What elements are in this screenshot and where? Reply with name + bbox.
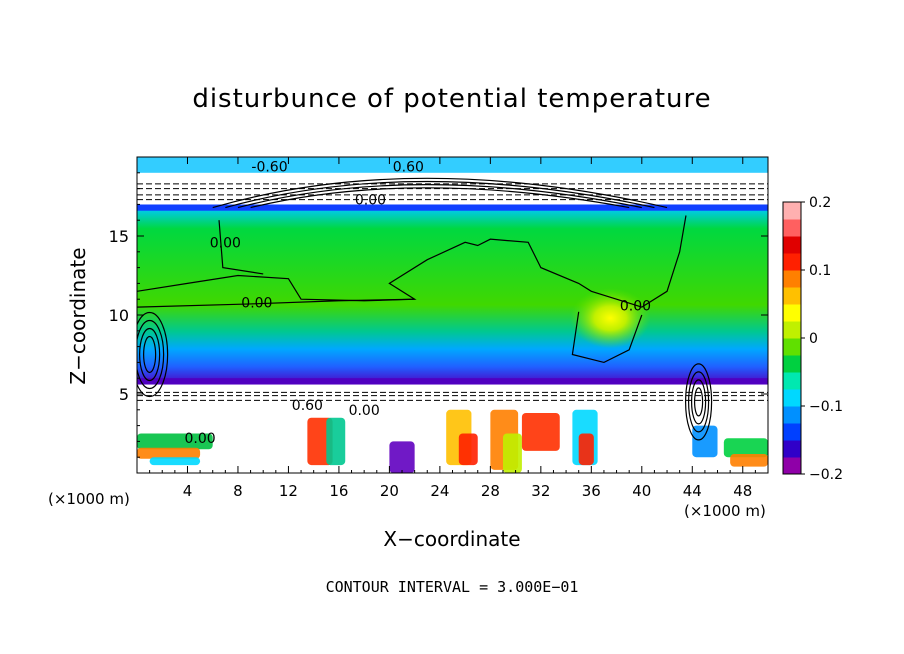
- x-tick-label-11: 48: [733, 482, 752, 500]
- z-tick-label-2: 15: [109, 227, 129, 246]
- x-tick-label-7: 32: [531, 482, 550, 500]
- z-axis-unit-label: (×1000 m): [48, 490, 130, 508]
- colorbar-swatch-10: [783, 287, 801, 305]
- field-streak-5: [389, 441, 415, 473]
- field-streak-13: [692, 425, 718, 458]
- x-tick-label-6: 28: [481, 482, 500, 500]
- field-streak-4: [326, 417, 346, 466]
- contour-label-1: 0.00: [355, 193, 386, 209]
- colorbar-swatch-15: [783, 202, 801, 220]
- colorbar-swatch-7: [783, 338, 801, 356]
- x-tick-label-5: 24: [430, 482, 449, 500]
- plot-area: [137, 157, 768, 473]
- colorbar-swatch-4: [783, 389, 801, 407]
- colorbar: 0.2 0.1 0 −0.1 −0.2: [782, 195, 843, 483]
- contour-label-8: 0.00: [349, 403, 380, 419]
- z-tick-label-0: 5: [119, 385, 129, 404]
- x-tick-label-4: 20: [380, 482, 399, 500]
- contour-swirls: [137, 311, 713, 441]
- field-upper-strip: [137, 157, 768, 173]
- contour-swirl-west-2: [137, 319, 165, 390]
- field-streak-2: [149, 457, 201, 466]
- contour-swirl-east-1: [690, 379, 707, 425]
- contour-swirl-west-1: [139, 327, 161, 382]
- colorbar-swatch-3: [783, 406, 801, 424]
- contour-upper-arcs: [212, 177, 668, 209]
- contour-label-5: 0.60: [292, 398, 323, 414]
- field-streak-0: [137, 433, 213, 450]
- contour-swirl-east-2: [687, 371, 710, 433]
- colorbar-tick-label-3: −0.1: [809, 399, 843, 415]
- contour-upper-arc-1: [225, 180, 655, 209]
- contour-zero-upper-west: [218, 220, 264, 275]
- field-band-top-edge: [137, 204, 768, 211]
- colorbar-tick-label-0: 0.2: [809, 195, 831, 211]
- contour-upper-arc-2: [237, 184, 642, 209]
- field-streak-9: [502, 433, 522, 473]
- x-axis: 4 8 12 16 20 24 28 32 36 40 44 48: [149, 157, 756, 500]
- x-tick-label-3: 16: [329, 482, 348, 500]
- contour-label-4: 0.60: [393, 159, 424, 175]
- contour-upper-arc-0: [212, 177, 668, 209]
- contour-zero-west: [137, 298, 415, 308]
- contour-label-0: 0.00: [241, 295, 272, 311]
- colorbar-swatch-1: [783, 440, 801, 458]
- contour-label-3: 0.00: [210, 235, 241, 251]
- contour-upper-arc-3: [250, 187, 630, 209]
- contour-zero-main: [137, 215, 687, 308]
- colorbar-tick-label-1: 0.1: [809, 263, 831, 279]
- field-band-bottom-edge: [137, 378, 768, 385]
- y-axis: 5 10 15: [109, 172, 768, 458]
- colorbar-swatch-12: [783, 253, 801, 271]
- chart-title: disturbunce of potential temperature: [192, 84, 712, 114]
- x-tick-label-2: 12: [279, 482, 298, 500]
- field-upper-white: [137, 179, 768, 205]
- colorbar-tick-label-2: 0: [809, 331, 818, 347]
- x-tick-label-1: 8: [233, 482, 243, 500]
- contour-labels: 0.00 0.00 0.00 0.00 0.60 0.60 -0.60 0.00 0.00: [185, 159, 652, 447]
- x-tick-label-9: 40: [632, 482, 651, 500]
- x-axis-label: X−coordinate: [383, 527, 521, 551]
- contour-interval-note: CONTOUR INTERVAL = 3.000E−01: [325, 578, 579, 596]
- field-streak-12: [578, 433, 594, 466]
- colorbar-swatch-9: [783, 304, 801, 322]
- colorbar-swatch-2: [783, 423, 801, 441]
- colorbar-swatch-6: [783, 355, 801, 373]
- contour-label-2: 0.00: [620, 299, 651, 315]
- field-streak-1: [137, 447, 201, 459]
- contour-swirl-west-0: [143, 335, 157, 374]
- x-axis-unit-label: (×1000 m): [684, 502, 766, 520]
- contour-swirl-east-0: [693, 387, 704, 417]
- contour-zero-lobe: [571, 311, 643, 364]
- z-tick-label-1: 10: [109, 306, 129, 325]
- contour-label-6: -0.60: [251, 159, 287, 175]
- colorbar-tick-label-4: −0.2: [809, 467, 843, 483]
- field-streak-14: [723, 438, 768, 458]
- field-main-band: [137, 207, 768, 385]
- field-streak-15: [730, 454, 768, 467]
- x-tick-label-10: 44: [683, 482, 702, 500]
- contour-swirl-east-3: [684, 363, 713, 441]
- x-tick-label-0: 4: [183, 482, 193, 500]
- contour-label-7: 0.00: [185, 431, 216, 447]
- colorbar-swatch-14: [783, 219, 801, 237]
- colorbar-swatch-13: [783, 236, 801, 254]
- contour-lines: [137, 215, 687, 364]
- field-streak-7: [458, 433, 478, 466]
- colorbar-swatch-8: [783, 321, 801, 339]
- x-tick-label-8: 36: [582, 482, 601, 500]
- field-streak-10: [521, 412, 560, 451]
- colorbar-swatch-11: [783, 270, 801, 288]
- colorbar-swatch-0: [783, 457, 801, 475]
- contour-swirl-west-3: [137, 311, 169, 398]
- colorbar-swatch-5: [783, 372, 801, 390]
